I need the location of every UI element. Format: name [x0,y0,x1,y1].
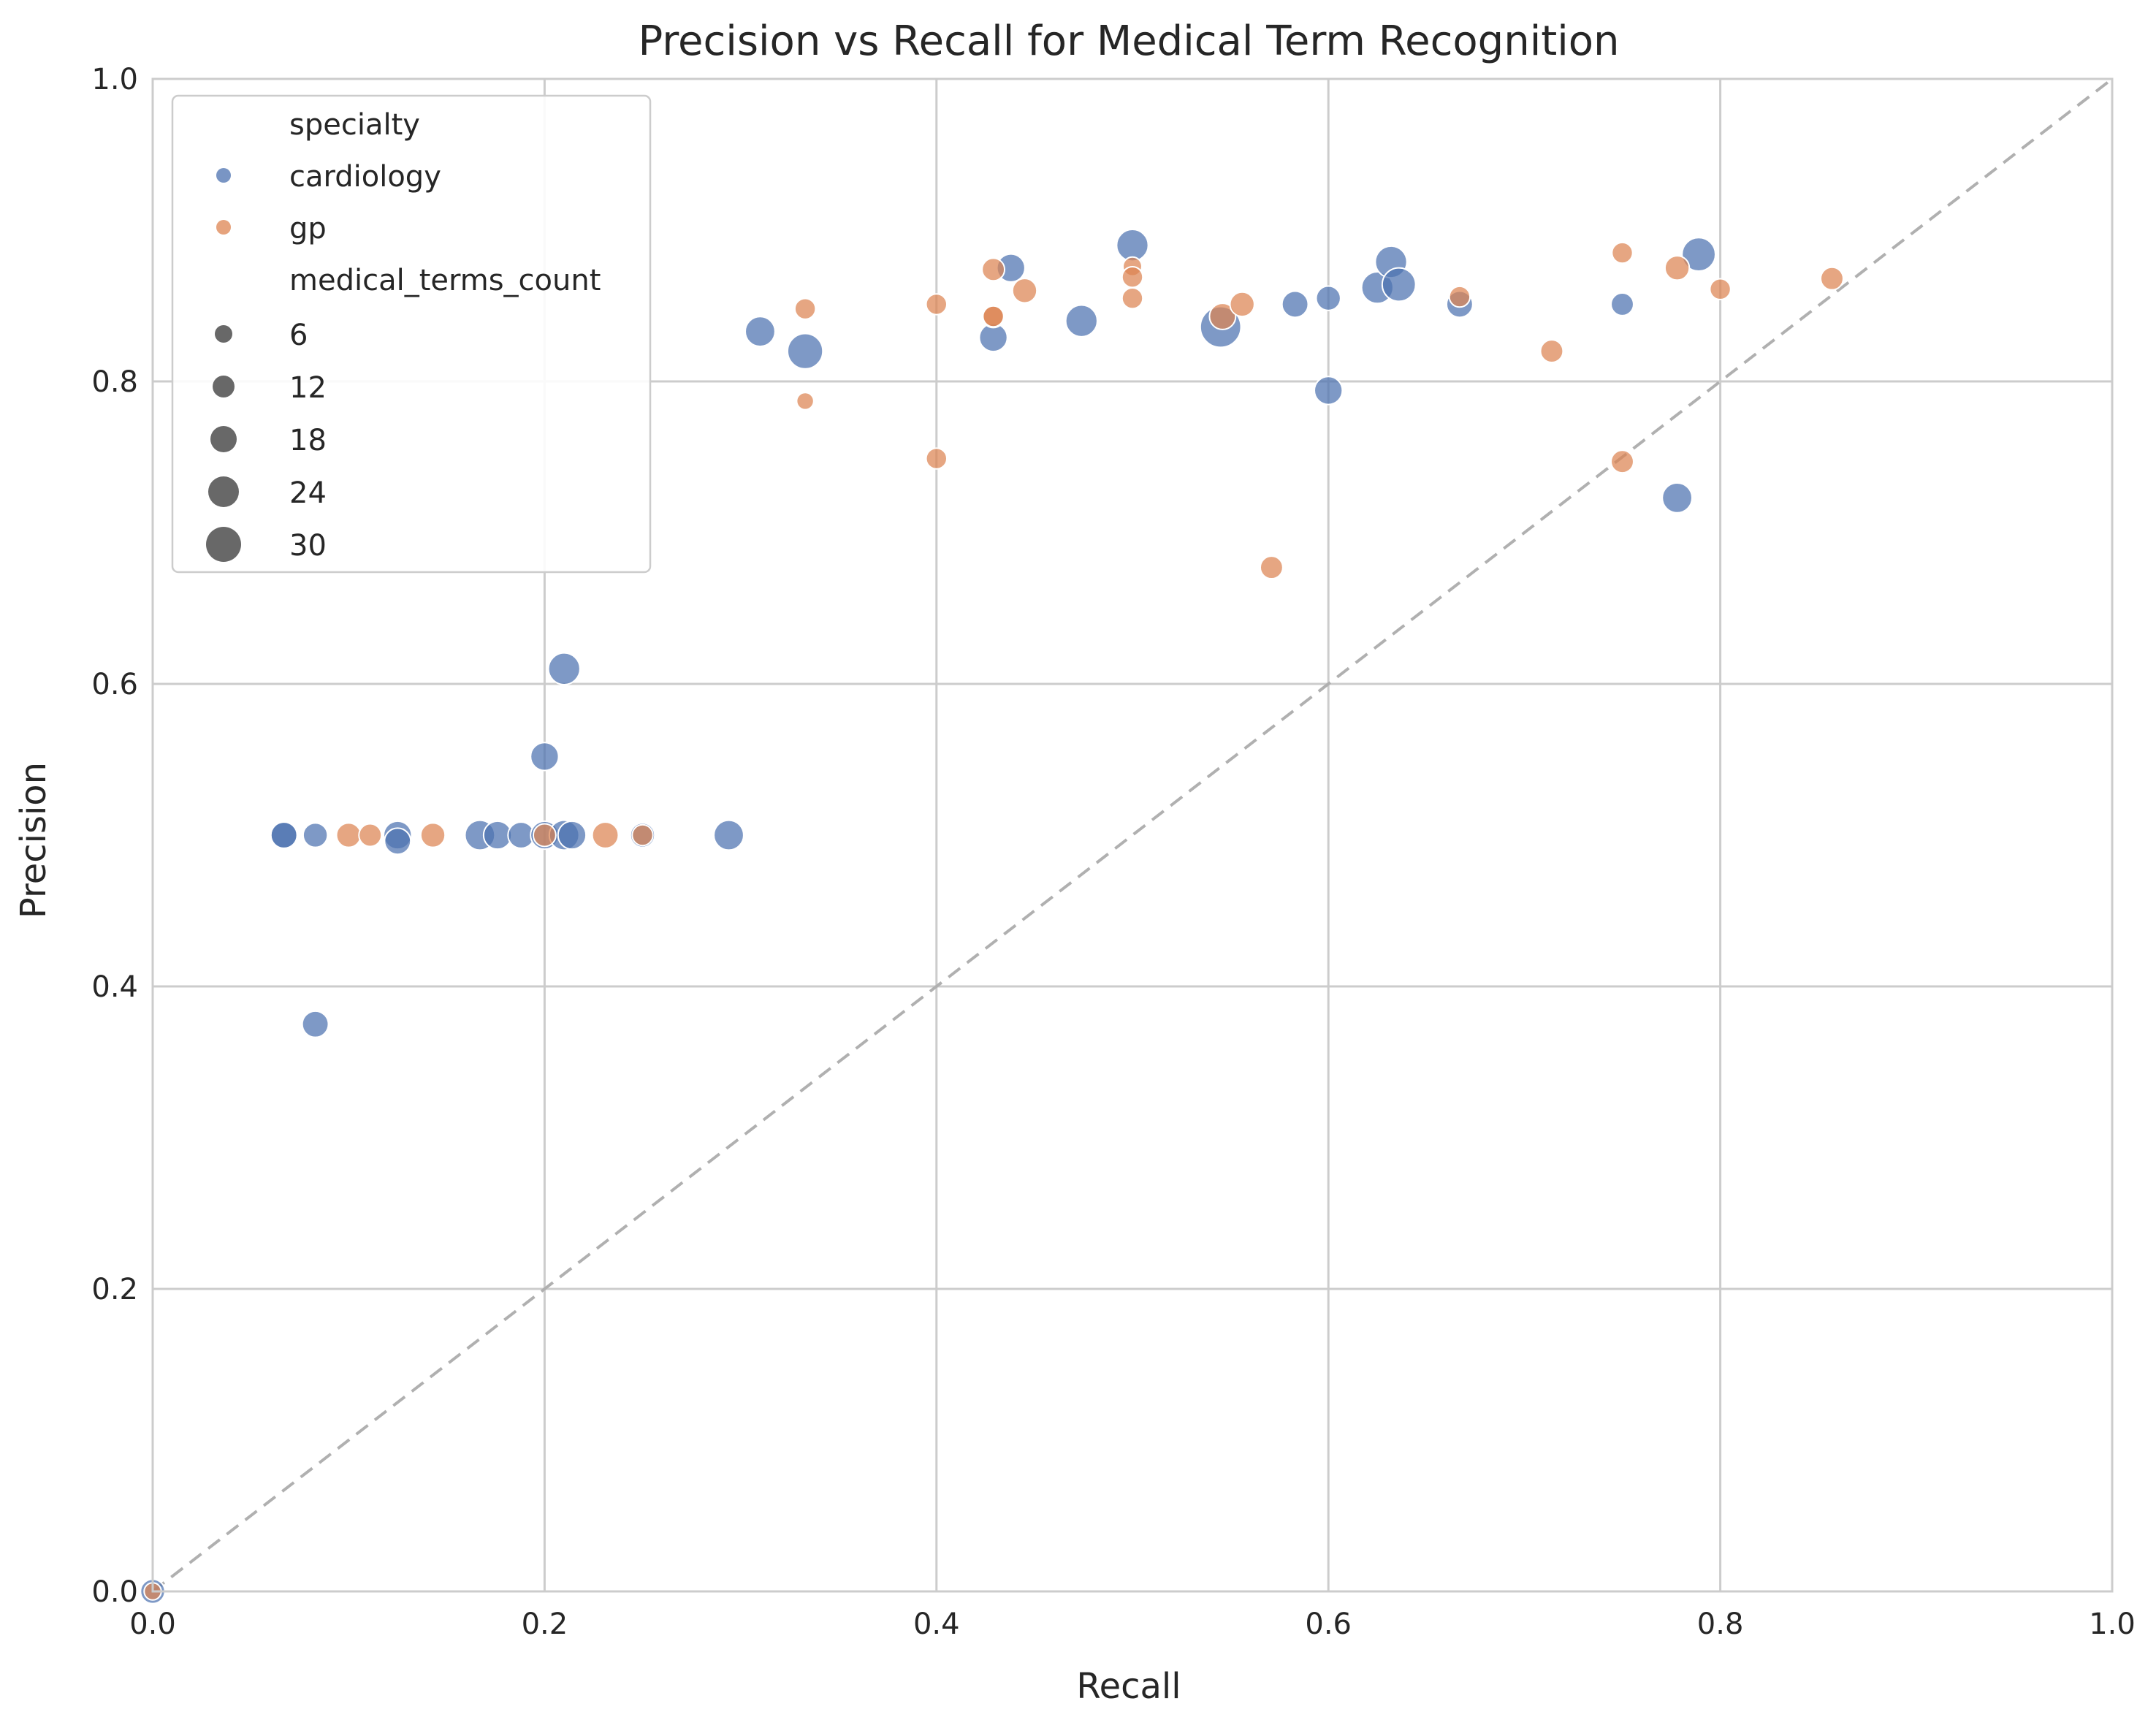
legend-size-marker [213,376,235,397]
data-point-gp [793,297,817,320]
x-tick-label: 1.0 [2089,1607,2136,1641]
data-point-gp [981,257,1006,282]
data-point-cardiology [384,827,412,856]
legend-size-label: 18 [289,424,327,457]
y-tick-label: 0.2 [91,1273,138,1306]
data-point-gp [1448,285,1471,308]
data-point-cardiology [1661,482,1693,514]
data-point-gp [1820,266,1844,291]
data-point-gp [1610,449,1634,474]
data-point-cardiology [270,821,298,849]
legend: specialty cardiology gp medical_terms_co… [171,94,652,574]
data-point-cardiology [713,819,744,851]
data-point-gp [1011,278,1038,304]
data-point-gp [1259,555,1284,580]
legend-size-entries: 6 12 18 24 30 [206,319,327,563]
data-point-gp [1121,265,1144,289]
plot-frame [151,77,2114,1593]
data-point-cardiology [1314,376,1344,406]
legend-size-marker [210,426,237,452]
data-point-cardiology [1064,304,1098,338]
y-tick-label: 0.0 [91,1575,138,1609]
data-point-gp [1539,339,1564,364]
data-point-gp [925,447,948,470]
data-point-cardiology [1315,285,1341,311]
legend-size-marker [208,476,239,507]
data-point-gp [532,823,557,848]
x-axis-label: Recall [1076,1666,1181,1707]
x-tick-label: 0.8 [1697,1607,1744,1641]
y-tick-label: 0.8 [91,365,138,399]
legend-marker-gp [216,220,231,235]
legend-hue-title: specialty [289,108,420,142]
data-point-gp [1611,241,1634,265]
data-point-gp [1709,278,1732,300]
data-point-gp [631,823,654,847]
data-point-gp [1229,291,1255,318]
data-point-cardiology [744,316,776,348]
legend-label-cardiology: cardiology [289,160,441,194]
x-tick-label: 0.4 [913,1607,960,1641]
y-tick-label: 0.6 [91,668,138,701]
data-point-cardiology [557,820,587,851]
data-point-gp [335,822,362,848]
legend-size-label: 30 [289,529,327,563]
data-point-gp [1208,302,1237,330]
data-point-gp [358,823,383,848]
data-point-cardiology [530,742,560,772]
tick-labels: 0.0 0.2 0.4 0.6 0.8 1.0 0.0 0.2 0.4 0.6 0.8 1.0 [91,63,2135,1641]
data-point-gp [982,305,1005,328]
y-tick-label: 0.4 [91,970,138,1004]
chart-title: Precision vs Recall for Medical Term Rec… [638,18,1619,65]
legend-size-marker [215,325,232,343]
data-point-cardiology [1381,267,1417,302]
reference-diagonal-line [151,77,2114,1593]
data-point-gp [419,822,446,848]
data-point-cardiology [302,822,329,848]
data-point-cardiology [1681,237,1716,272]
data-point-gp [796,392,815,411]
x-tick-label: 0.2 [522,1607,568,1641]
data-point-gp [1121,286,1144,310]
data-point-gp [1664,255,1691,281]
y-tick-label: 1.0 [91,63,138,96]
legend-box [171,94,652,574]
data-point-cardiology [301,1010,330,1038]
data-point-cardiology [1281,290,1309,319]
legend-size-marker [206,527,241,562]
legend-size-label: 12 [289,371,327,405]
legend-label-gp: gp [289,212,327,246]
legend-size-label: 6 [289,319,308,352]
data-point-gp [925,293,948,316]
legend-size-label: 24 [289,476,327,510]
legend-size-title: medical_terms_count [289,264,601,297]
x-tick-label: 0.0 [129,1607,176,1641]
data-point-cardiology [1610,292,1634,316]
legend-marker-cardiology [216,168,231,183]
data-point-cardiology [547,652,581,685]
x-tick-label: 0.6 [1305,1607,1352,1641]
data-point-cardiology [786,332,824,370]
data-point-gp [591,821,620,849]
y-axis-label: Precision [13,762,54,918]
